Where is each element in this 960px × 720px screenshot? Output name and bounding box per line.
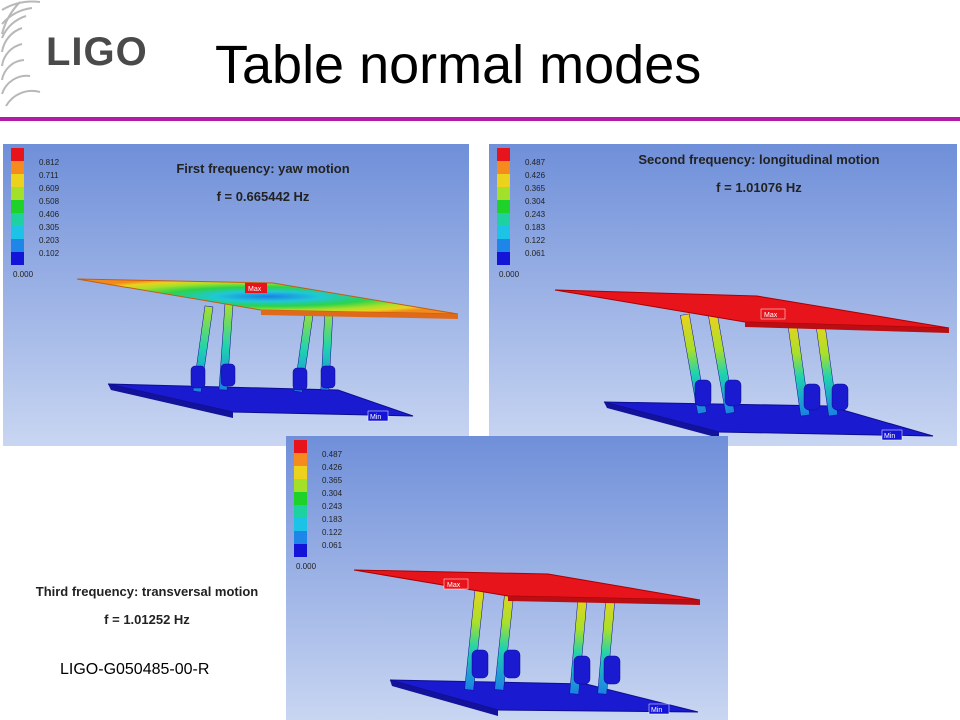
legend-value: 0.304 (525, 197, 546, 206)
legend-value: 0.000 (499, 270, 520, 279)
legend-value: 0.365 (322, 476, 343, 485)
legend-swatch (11, 226, 24, 239)
panel-3-caption-frequency: f = 1.01252 Hz (104, 612, 190, 627)
ligo-logo: LIGO (0, 0, 180, 110)
min-marker (881, 429, 903, 441)
max-label: Max (447, 582, 461, 589)
fea-plot-transversal: Max Min 0.487 0.426 0.365 0.304 0.243 0.183 0.… (286, 436, 728, 720)
legend-swatch (497, 174, 510, 187)
logo-arcs-icon (1, 0, 41, 107)
min-label: Min (884, 433, 895, 440)
max-marker (245, 283, 267, 293)
legend-swatch (294, 440, 307, 453)
min-marker (367, 410, 389, 422)
legend-swatch (294, 466, 307, 479)
legend-swatch (294, 492, 307, 505)
panel-1-caption-frequency: f = 0.665442 Hz (216, 189, 310, 204)
legend-value: 0.183 (322, 515, 343, 524)
legend-swatch (11, 239, 24, 252)
legend-swatch (11, 187, 24, 200)
min-marker (648, 703, 670, 715)
legend-value: 0.102 (39, 249, 60, 258)
legend-value: 0.183 (525, 223, 546, 232)
panel-1-caption-title: First frequency: yaw motion (176, 161, 350, 176)
mode-panel-3: Max Min 0.487 0.426 0.365 0.304 0.243 0.183 0.… (286, 436, 728, 720)
legend-swatch (294, 544, 307, 557)
legend-value: 0.812 (39, 158, 60, 167)
legend-value: 0.000 (296, 562, 317, 571)
legend-value: 0.406 (39, 210, 60, 219)
legend-value: 0.122 (322, 528, 343, 537)
legend-swatch (497, 213, 510, 226)
panel-2-caption-title: Second frequency: longitudinal motion (638, 152, 880, 167)
legend-swatch (497, 148, 510, 161)
legend-swatch (11, 252, 24, 265)
legend-value: 0.000 (13, 270, 34, 279)
legend-value: 0.243 (525, 210, 546, 219)
legend-value: 0.061 (322, 541, 343, 550)
legend-swatch (497, 226, 510, 239)
legend-swatch (294, 505, 307, 518)
title-divider (0, 117, 960, 121)
mode-panel-2: Max Min 0.487 0.426 0.365 0.304 0.243 0.183 0.… (489, 144, 957, 446)
legend-swatch (294, 479, 307, 492)
legend-swatch (11, 161, 24, 174)
legend-swatch (11, 148, 24, 161)
legend-swatch (497, 252, 510, 265)
legend-value: 0.487 (322, 450, 343, 459)
min-label: Min (651, 707, 662, 714)
legend-swatch (294, 453, 307, 466)
min-label: Min (370, 414, 381, 421)
max-marker (760, 308, 786, 320)
fea-plot-longitudinal: Max Min 0.487 0.426 0.365 0.304 0.243 0.183 0.… (489, 144, 957, 446)
legend-swatch (497, 187, 510, 200)
legend-value: 0.426 (322, 463, 343, 472)
panel-3-caption-title: Third frequency: transversal motion (35, 584, 259, 599)
panel-2-caption-frequency: f = 1.01076 Hz (716, 180, 802, 195)
fea-plot-yaw: Max Min 0.812 0.711 0.609 0.508 0.406 0.305 0.… (3, 144, 469, 446)
legend-value: 0.426 (525, 171, 546, 180)
legend-value: 0.122 (525, 236, 546, 245)
legend-swatch (294, 518, 307, 531)
legend-swatch (497, 200, 510, 213)
legend-swatch (294, 531, 307, 544)
legend-value: 0.203 (39, 236, 60, 245)
mode-panel-1: Max Min 0.812 0.711 0.609 0.508 0.406 0.305 0.… (3, 144, 469, 446)
legend-swatch (497, 239, 510, 252)
legend-swatch (497, 161, 510, 174)
legend-value: 0.487 (525, 158, 546, 167)
legend-value: 0.609 (39, 184, 60, 193)
legend-value: 0.365 (525, 184, 546, 193)
legend-value: 0.305 (39, 223, 60, 232)
max-label: Max (248, 286, 262, 293)
legend-value: 0.508 (39, 197, 60, 206)
legend-swatch (11, 213, 24, 226)
max-marker (443, 578, 469, 590)
page-title: Table normal modes (215, 35, 702, 95)
legend-value: 0.061 (525, 249, 546, 258)
legend-swatch (11, 200, 24, 213)
document-id: LIGO-G050485-00-R (60, 661, 210, 678)
legend-value: 0.711 (39, 171, 59, 180)
legend-swatch (11, 174, 24, 187)
logo-text: LIGO (46, 30, 148, 74)
max-label: Max (764, 312, 778, 319)
legend-value: 0.304 (322, 489, 343, 498)
legend-value: 0.243 (322, 502, 343, 511)
